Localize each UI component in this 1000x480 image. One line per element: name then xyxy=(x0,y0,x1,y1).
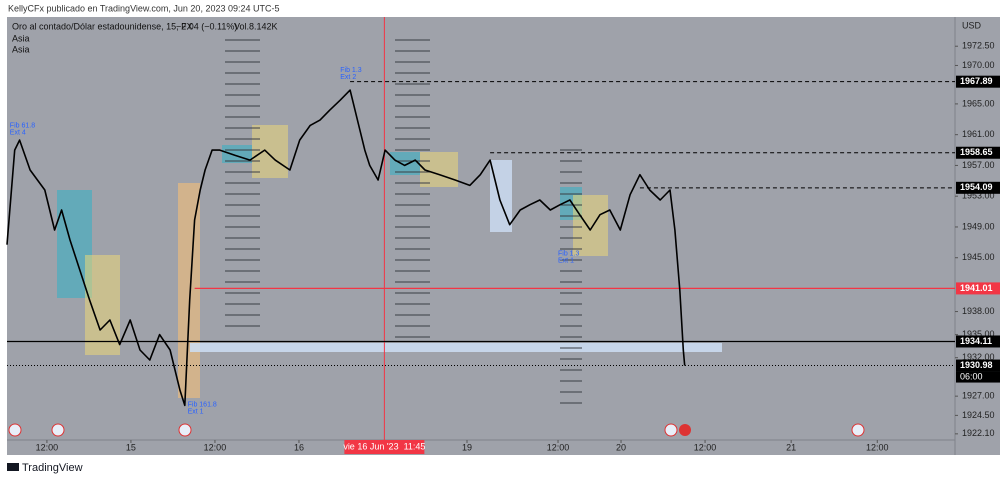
session-box xyxy=(573,195,608,256)
session-box xyxy=(390,152,420,175)
annotation-sub: Ext 1 xyxy=(558,258,574,265)
event-icon xyxy=(8,423,22,437)
y-tick-label: 1935.00 xyxy=(962,329,995,339)
annotation: Fib 1.3 xyxy=(340,67,362,74)
session-box xyxy=(490,160,512,232)
session-box xyxy=(222,145,252,163)
price-badge-label: 1941.01 xyxy=(960,283,993,293)
plot-background xyxy=(7,17,955,440)
x-tick-label: 12:00 xyxy=(866,442,889,452)
x-tick-label: 19 xyxy=(462,442,472,452)
countdown-label: 06:00 xyxy=(960,371,983,381)
indicator-label: Asia xyxy=(12,33,30,43)
y-tick-label: 1965.00 xyxy=(962,98,995,108)
y-tick-label: 1970.00 xyxy=(962,60,995,70)
x-tick-label: 15 xyxy=(126,442,136,452)
header-title: KellyCFx publicado en TradingView.com, J… xyxy=(8,3,280,13)
price-badge xyxy=(956,335,1000,348)
price-badge xyxy=(956,146,1000,159)
event-icon xyxy=(178,423,192,437)
x-tick-label: 12:00 xyxy=(204,442,227,452)
y-tick-label: 1922.10 xyxy=(962,428,995,438)
session-box xyxy=(85,255,120,355)
session-boxes xyxy=(57,125,722,398)
y-tick-label: 1945.00 xyxy=(962,252,995,262)
indicator-label: Asia xyxy=(12,44,30,54)
event-icon xyxy=(679,424,691,436)
y-tick-label: 1932.00 xyxy=(962,352,995,362)
level-ladders xyxy=(225,39,582,404)
y-tick-label: 1961.00 xyxy=(962,129,995,139)
plot-marks xyxy=(6,17,955,440)
currency: USD xyxy=(962,20,982,30)
price-badge-label: 1930.98 xyxy=(960,360,993,370)
event-icon xyxy=(851,423,865,437)
annotation: Fib 61.8 xyxy=(10,122,35,129)
legend-volume: Vol.8.142K xyxy=(234,21,278,31)
price-badge xyxy=(956,181,1000,194)
time-axis xyxy=(7,440,955,455)
y-tick-label: 1953.00 xyxy=(962,191,995,201)
y-tick-label: 1938.00 xyxy=(962,306,995,316)
x-tick-label: 12:00 xyxy=(694,442,717,452)
price-badge xyxy=(956,282,1000,295)
price-badge xyxy=(956,359,1000,372)
zone-bar xyxy=(190,343,722,352)
x-tick-label: 21 xyxy=(786,442,796,452)
event-icons xyxy=(8,423,865,437)
price-badge-label: 1934.11 xyxy=(960,336,992,346)
x-tick-label: 16 xyxy=(294,442,304,452)
brand-name: TradingView xyxy=(22,462,83,474)
y-tick-label: 1957.00 xyxy=(962,160,995,170)
price-badge-label: 1967.89 xyxy=(960,76,993,86)
annotation-sub: Ext 2 xyxy=(340,74,356,81)
y-tick-label: 1949.00 xyxy=(962,221,995,231)
crosshair-label: vie 16 Jun '23 11:45 xyxy=(343,441,425,451)
crosshair-badge xyxy=(344,440,425,454)
annotation: Fib 1.3 xyxy=(558,251,580,258)
session-box xyxy=(420,152,458,187)
annotation: Fib 161.8 xyxy=(188,401,217,408)
price-badge xyxy=(956,75,1000,88)
y-tick-label: 1927.00 xyxy=(962,391,995,401)
x-tick-label: 20 xyxy=(616,442,626,452)
annotation-sub: Ext 4 xyxy=(10,129,26,136)
price-line-series xyxy=(6,89,686,407)
annotation-sub: Ext 1 xyxy=(188,408,204,415)
brand-logo xyxy=(7,463,19,471)
session-box xyxy=(252,125,288,178)
y-tick-label: 1924.50 xyxy=(962,410,995,420)
price-badge-label: 1958.65 xyxy=(960,147,993,157)
y-tick-label: 1972.50 xyxy=(962,41,995,51)
x-tick-label: 12:00 xyxy=(547,442,570,452)
event-icon xyxy=(664,423,678,437)
price-badge-label: 1954.09 xyxy=(960,182,993,192)
legend-change: −2.04 (−0.11%) xyxy=(176,21,237,31)
countdown-badge xyxy=(956,371,1000,383)
legend-title: Oro al contado/Dólar estadounidense, 15,… xyxy=(12,21,193,31)
event-icon xyxy=(51,423,65,437)
x-tick-label: 12:00 xyxy=(36,442,59,452)
